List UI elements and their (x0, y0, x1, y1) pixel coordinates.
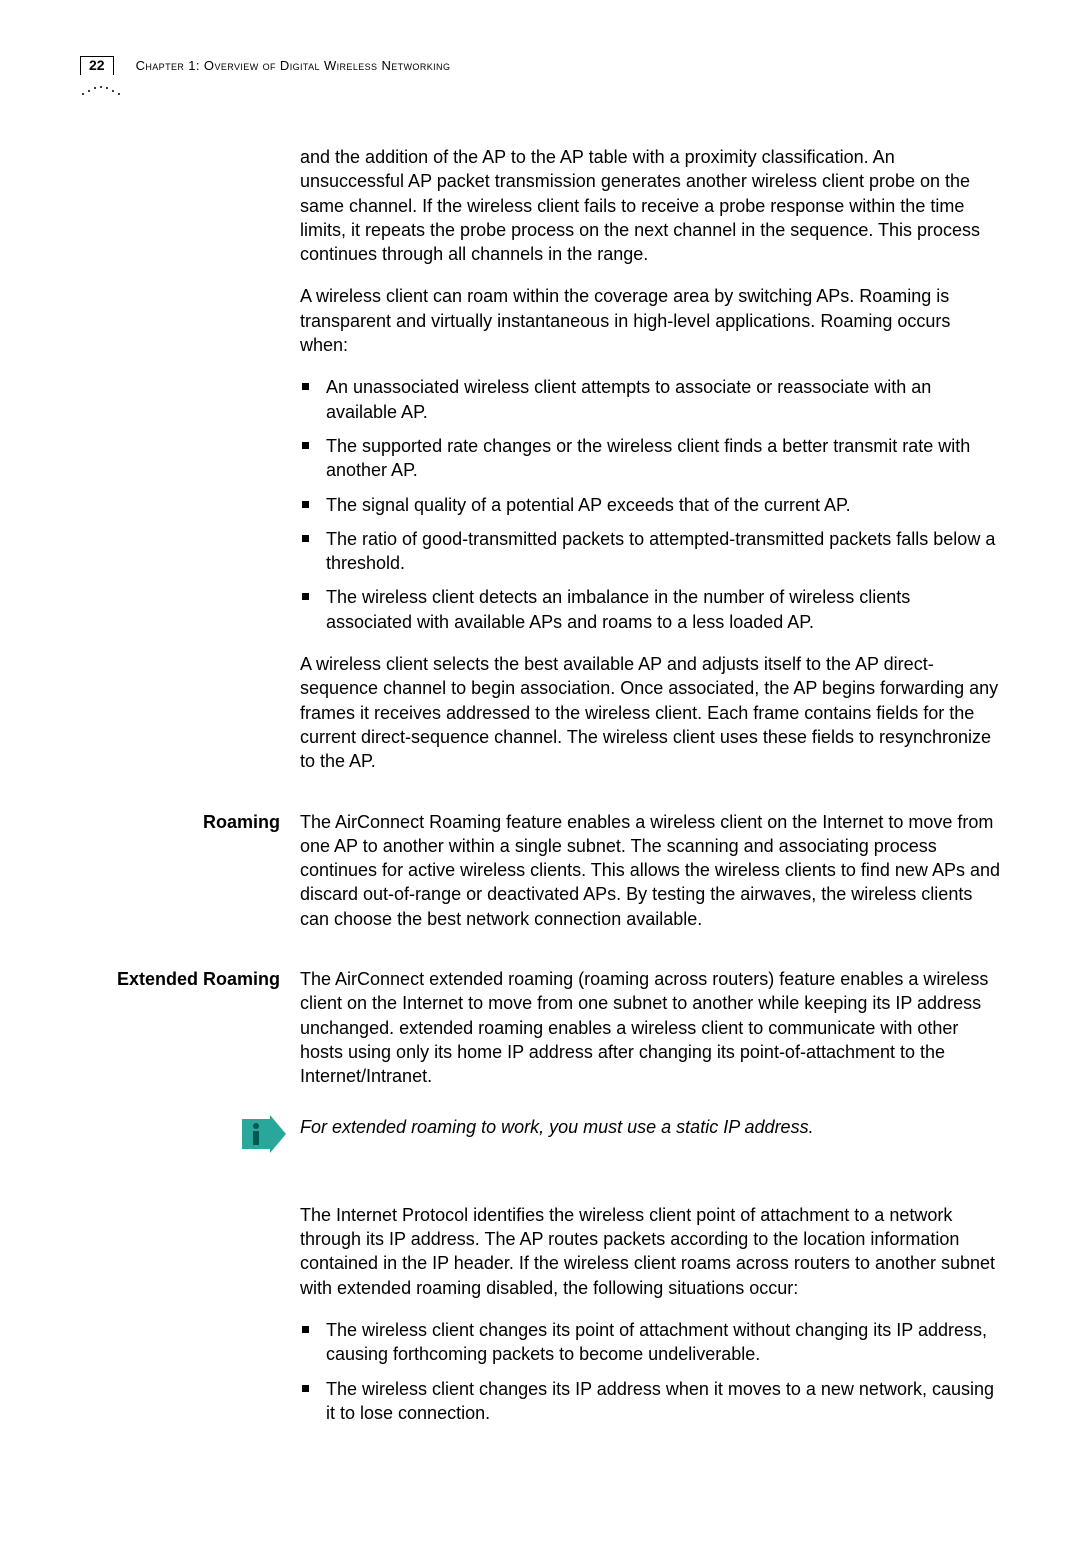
page-number-box: 22 (80, 56, 114, 75)
page-number: 22 (89, 57, 105, 73)
header-dots-icon (80, 83, 1000, 97)
intro-block: and the addition of the AP to the AP tab… (80, 145, 1000, 792)
list-item: An unassociated wireless client attempts… (300, 375, 1000, 424)
ext-roaming-para-2: The Internet Protocol identifies the wir… (300, 1203, 1000, 1300)
info-arrow-icon (242, 1113, 286, 1161)
extended-roaming-body: The AirConnect extended roaming (roaming… (300, 967, 1000, 1106)
roaming-label: Roaming (80, 810, 300, 949)
roaming-section: Roaming The AirConnect Roaming feature e… (80, 810, 1000, 949)
chapter-title: Chapter 1: Overview of Digital Wireless … (136, 56, 451, 73)
label-empty-2 (80, 1203, 300, 1443)
list-item: The wireless client changes its point of… (300, 1318, 1000, 1367)
note-row: For extended roaming to work, you must u… (80, 1113, 1000, 1179)
roaming-body: The AirConnect Roaming feature enables a… (300, 810, 1000, 949)
list-item: The wireless client changes its IP addre… (300, 1377, 1000, 1426)
roam-condition-list: An unassociated wireless client attempts… (300, 375, 1000, 634)
ext-roaming-body2: The Internet Protocol identifies the wir… (300, 1203, 1000, 1443)
note-col: For extended roaming to work, you must u… (300, 1113, 1000, 1179)
ext-roaming-para-1: The AirConnect extended roaming (roaming… (300, 967, 1000, 1088)
intro-para-1: and the addition of the AP to the AP tab… (300, 145, 1000, 266)
intro-para-3: A wireless client selects the best avail… (300, 652, 1000, 773)
list-item: The signal quality of a potential AP exc… (300, 493, 1000, 517)
note-text: For extended roaming to work, you must u… (300, 1113, 814, 1139)
extended-roaming-section: Extended Roaming The AirConnect extended… (80, 967, 1000, 1106)
roaming-para: The AirConnect Roaming feature enables a… (300, 810, 1000, 931)
intro-text: and the addition of the AP to the AP tab… (300, 145, 1000, 792)
intro-para-2: A wireless client can roam within the co… (300, 284, 1000, 357)
list-item: The ratio of good-transmitted packets to… (300, 527, 1000, 576)
situation-list: The wireless client changes its point of… (300, 1318, 1000, 1425)
label-empty (80, 145, 300, 792)
page-header: 22 Chapter 1: Overview of Digital Wirele… (80, 56, 1000, 75)
page: 22 Chapter 1: Overview of Digital Wirele… (0, 0, 1080, 1541)
content: and the addition of the AP to the AP tab… (80, 145, 1000, 1443)
extended-roaming-continued: The Internet Protocol identifies the wir… (80, 1203, 1000, 1443)
list-item: The supported rate changes or the wirele… (300, 434, 1000, 483)
extended-roaming-label: Extended Roaming (80, 967, 300, 1106)
list-item: The wireless client detects an imbalance… (300, 585, 1000, 634)
